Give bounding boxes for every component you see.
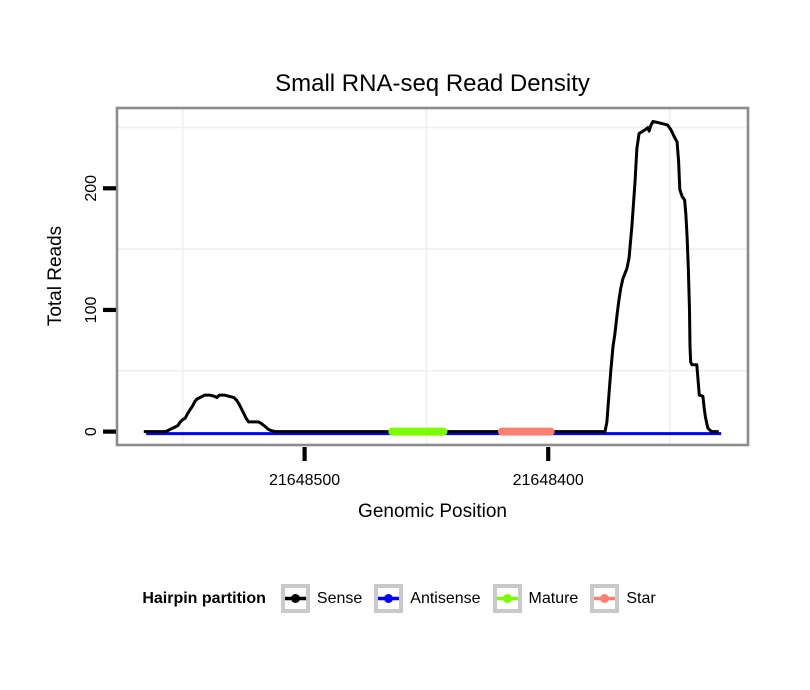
legend-key-icon xyxy=(374,584,404,613)
panel-border xyxy=(115,106,750,447)
legend-key-icon xyxy=(492,584,522,613)
legend-key-icon xyxy=(590,584,620,613)
x-tick-label: 21648500 xyxy=(269,472,340,489)
x-tick-label: 21648400 xyxy=(513,472,584,489)
series-sense-line xyxy=(143,119,719,434)
panel-background xyxy=(117,108,748,445)
legend-item-label: Antisense xyxy=(410,589,481,607)
legend-item-label: Star xyxy=(626,589,656,607)
legend-items: Sense Antisense Mature Star xyxy=(280,584,668,613)
y-tick-label: 100 xyxy=(83,297,100,324)
x-axis-label: Genomic Position xyxy=(358,501,507,522)
legend-item-label: Sense xyxy=(316,589,363,607)
legend-title: Hairpin partition xyxy=(142,589,266,607)
legend-item-star: Star xyxy=(590,584,656,613)
legend-item-antisense: Antisense xyxy=(374,584,481,613)
legend: Hairpin partition Sense Antisense Mature St… xyxy=(0,583,810,614)
y-tick-label: 200 xyxy=(83,175,100,202)
y-tick-label: 0 xyxy=(83,427,100,436)
legend-item-label: Mature xyxy=(528,589,579,607)
legend-key-icon xyxy=(280,584,310,613)
legend-item-sense: Sense xyxy=(280,584,363,613)
legend-item-mature: Mature xyxy=(492,584,579,613)
y-axis-label: Total Reads xyxy=(45,225,66,327)
chart-title: Small RNA-seq Read Density xyxy=(275,70,590,97)
